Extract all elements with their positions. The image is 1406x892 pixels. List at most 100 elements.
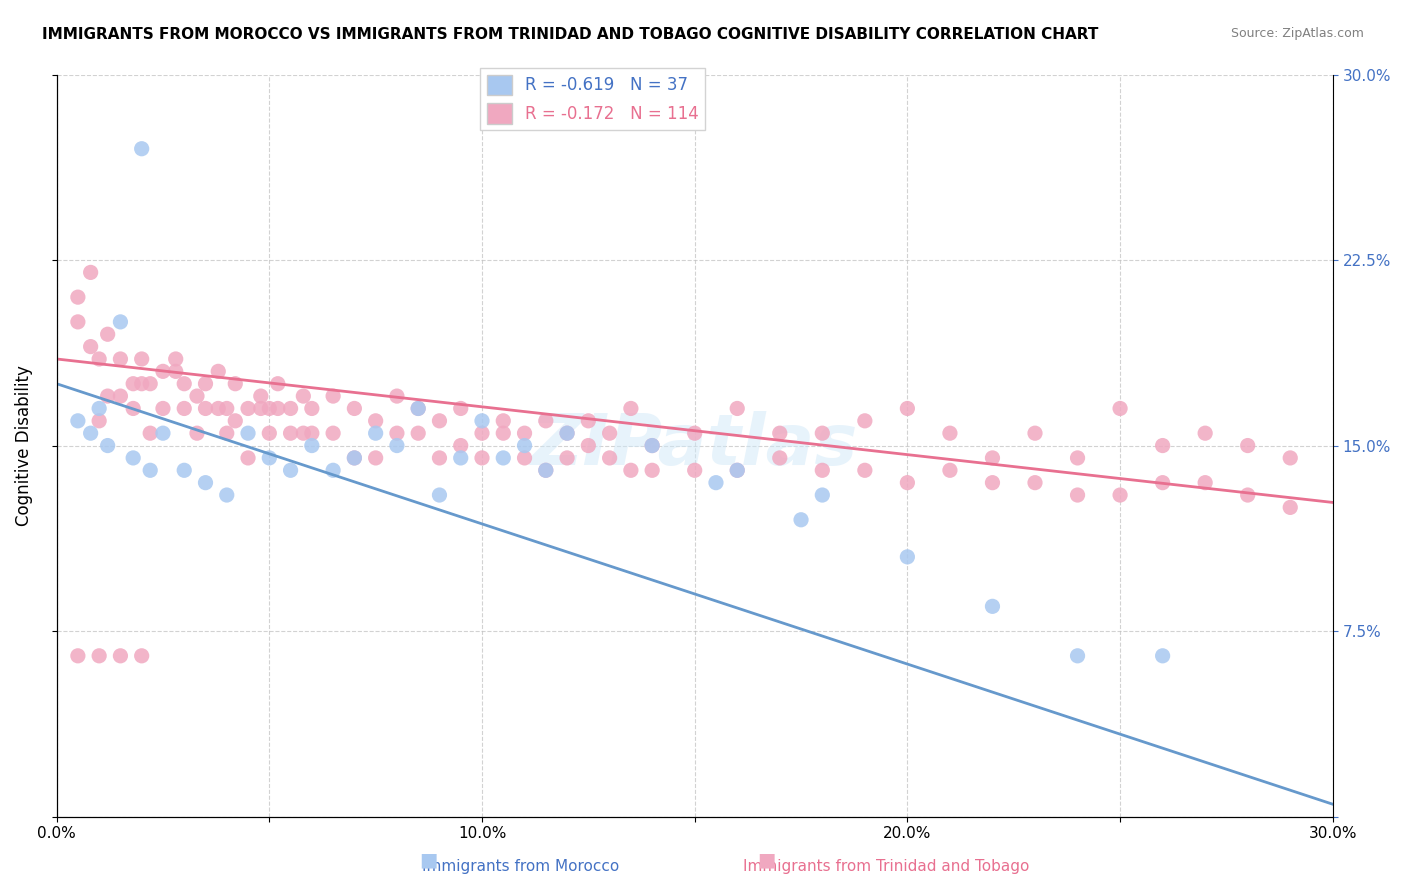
Text: ■: ■ xyxy=(756,851,776,870)
Point xyxy=(576,439,599,453)
Point xyxy=(599,450,621,465)
Point xyxy=(450,439,472,453)
Point xyxy=(259,450,281,465)
Point xyxy=(534,414,557,428)
Point xyxy=(343,450,366,465)
Point xyxy=(249,401,271,416)
Point xyxy=(131,376,153,391)
Point xyxy=(1152,439,1174,453)
Point xyxy=(683,463,706,477)
Point xyxy=(492,450,515,465)
Point xyxy=(236,401,259,416)
Point xyxy=(1152,648,1174,663)
Point xyxy=(292,389,315,403)
Point xyxy=(471,414,494,428)
Text: ■: ■ xyxy=(419,851,439,870)
Point xyxy=(896,549,918,564)
Point xyxy=(725,463,748,477)
Point xyxy=(811,488,834,502)
Point xyxy=(641,439,664,453)
Point xyxy=(110,648,132,663)
Point xyxy=(194,401,217,416)
Point xyxy=(896,475,918,490)
Point xyxy=(385,439,408,453)
Point xyxy=(1024,475,1046,490)
Point xyxy=(811,463,834,477)
Point xyxy=(513,439,536,453)
Point xyxy=(173,463,195,477)
Point xyxy=(97,327,120,342)
Point xyxy=(322,389,344,403)
Point xyxy=(152,426,174,441)
Point xyxy=(725,401,748,416)
Point xyxy=(66,414,89,428)
Point xyxy=(139,426,162,441)
Point xyxy=(896,401,918,416)
Point xyxy=(406,401,429,416)
Point xyxy=(429,450,451,465)
Text: Source: ZipAtlas.com: Source: ZipAtlas.com xyxy=(1230,27,1364,40)
Point xyxy=(364,450,387,465)
Point xyxy=(981,475,1004,490)
Point xyxy=(165,351,187,366)
Point xyxy=(224,376,246,391)
Point xyxy=(66,648,89,663)
Text: IMMIGRANTS FROM MOROCCO VS IMMIGRANTS FROM TRINIDAD AND TOBAGO COGNITIVE DISABIL: IMMIGRANTS FROM MOROCCO VS IMMIGRANTS FR… xyxy=(42,27,1098,42)
Point xyxy=(385,426,408,441)
Point xyxy=(1279,500,1302,515)
Point xyxy=(811,426,834,441)
Point xyxy=(79,265,101,279)
Point xyxy=(131,142,153,156)
Point xyxy=(322,463,344,477)
Point xyxy=(207,364,229,378)
Text: Immigrants from Trinidad and Tobago: Immigrants from Trinidad and Tobago xyxy=(742,859,1029,874)
Point xyxy=(194,376,217,391)
Point xyxy=(429,414,451,428)
Point xyxy=(1109,488,1132,502)
Point xyxy=(683,426,706,441)
Point xyxy=(492,414,515,428)
Point xyxy=(301,401,323,416)
Point xyxy=(139,376,162,391)
Legend: R = -0.619   N = 37, R = -0.172   N = 114: R = -0.619 N = 37, R = -0.172 N = 114 xyxy=(479,68,706,130)
Point xyxy=(385,389,408,403)
Point xyxy=(215,426,238,441)
Point xyxy=(259,426,281,441)
Point xyxy=(89,414,111,428)
Point xyxy=(450,450,472,465)
Point xyxy=(513,426,536,441)
Point xyxy=(122,450,145,465)
Point xyxy=(66,290,89,304)
Point xyxy=(110,351,132,366)
Point xyxy=(131,351,153,366)
Point xyxy=(492,426,515,441)
Point xyxy=(66,315,89,329)
Point xyxy=(853,463,876,477)
Point xyxy=(406,401,429,416)
Point xyxy=(236,426,259,441)
Point xyxy=(122,376,145,391)
Point xyxy=(322,426,344,441)
Point xyxy=(769,426,792,441)
Point xyxy=(1024,426,1046,441)
Point xyxy=(364,414,387,428)
Point xyxy=(139,463,162,477)
Point xyxy=(1066,648,1088,663)
Point xyxy=(555,450,578,465)
Point xyxy=(725,463,748,477)
Point xyxy=(641,463,664,477)
Point xyxy=(981,450,1004,465)
Point xyxy=(79,426,101,441)
Point xyxy=(1109,401,1132,416)
Text: Immigrants from Morocco: Immigrants from Morocco xyxy=(422,859,619,874)
Point xyxy=(79,340,101,354)
Point xyxy=(1236,488,1258,502)
Point xyxy=(207,401,229,416)
Point xyxy=(194,475,217,490)
Point xyxy=(513,450,536,465)
Point xyxy=(555,426,578,441)
Point xyxy=(471,450,494,465)
Point xyxy=(534,463,557,477)
Point xyxy=(555,426,578,441)
Point xyxy=(131,648,153,663)
